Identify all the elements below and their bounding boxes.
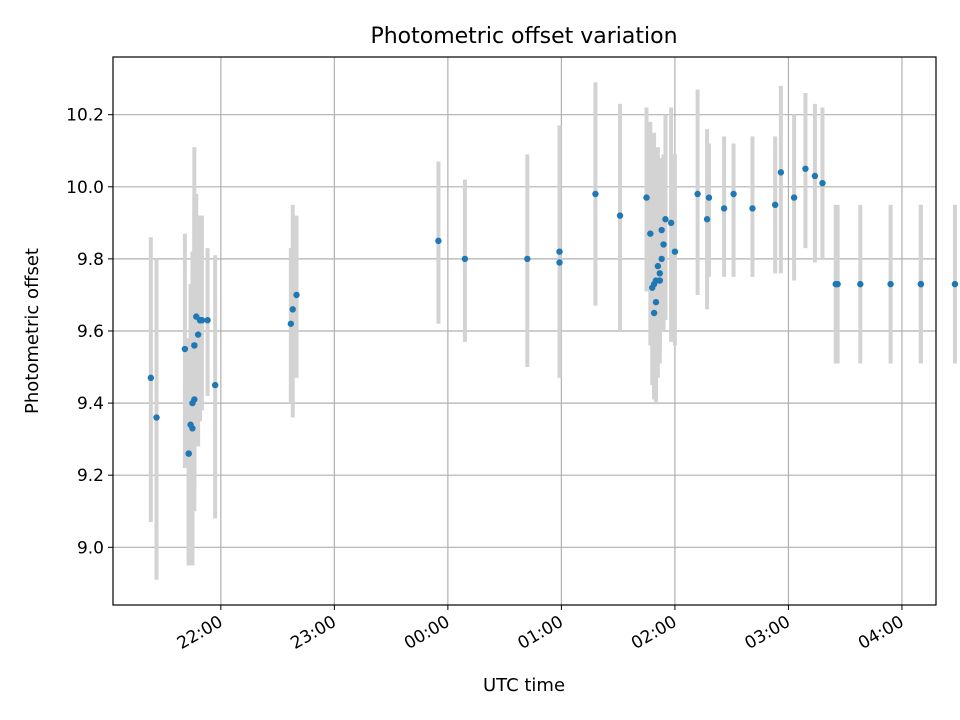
data-point <box>777 169 785 176</box>
data-point <box>556 248 563 255</box>
data-point <box>811 172 819 180</box>
data-point <box>293 291 300 299</box>
data-point <box>720 205 728 212</box>
data-point <box>819 179 826 187</box>
data-point <box>887 280 894 288</box>
data-point <box>181 345 189 353</box>
data-point <box>694 190 701 198</box>
data-point <box>656 270 663 277</box>
data-point <box>771 201 779 209</box>
data-point <box>189 425 196 432</box>
data-point <box>194 331 202 338</box>
y-tick-label: 9.4 <box>77 394 104 414</box>
data-point <box>951 280 959 288</box>
data-points <box>147 165 959 457</box>
data-point <box>556 259 563 266</box>
data-point <box>153 414 160 421</box>
data-point <box>660 241 667 248</box>
x-axis-label: UTC time <box>483 675 565 696</box>
data-point <box>917 280 925 288</box>
chart-title: Photometric offset variation <box>370 24 677 49</box>
data-point <box>524 255 531 263</box>
y-axis-ticks: 9.0 9.2 9.4 9.6 9.8 10.0 10.2 <box>66 106 113 558</box>
y-tick-label: 10.0 <box>66 178 104 198</box>
data-point <box>185 450 192 457</box>
data-point <box>191 342 198 349</box>
data-point <box>857 280 864 288</box>
data-point <box>705 194 713 201</box>
data-point <box>749 205 756 212</box>
y-tick-label: 9.6 <box>77 322 104 342</box>
grid <box>113 57 936 605</box>
data-point <box>147 374 155 382</box>
data-point <box>643 194 650 201</box>
data-point <box>204 316 211 324</box>
data-point <box>461 255 469 263</box>
data-point <box>834 280 841 288</box>
data-point <box>289 306 296 313</box>
data-point <box>592 190 599 198</box>
data-point <box>616 212 624 219</box>
data-point <box>730 190 737 198</box>
data-point <box>790 194 798 201</box>
y-tick-label: 9.2 <box>77 466 104 486</box>
data-point <box>198 316 206 324</box>
data-point <box>654 262 662 270</box>
y-tick-label: 9.0 <box>77 538 104 558</box>
data-point <box>658 255 665 263</box>
data-point <box>656 277 663 284</box>
data-point <box>287 320 295 327</box>
data-point <box>802 165 809 172</box>
data-point <box>662 216 669 223</box>
data-point <box>211 381 219 389</box>
data-point <box>650 309 658 317</box>
data-point <box>671 248 679 255</box>
data-point <box>667 219 675 227</box>
data-point <box>652 298 660 306</box>
data-point <box>191 396 198 403</box>
y-tick-label: 10.2 <box>66 106 104 126</box>
data-point <box>647 230 654 237</box>
y-axis-label: Photometric offset <box>22 248 43 414</box>
data-point <box>435 237 442 245</box>
data-point <box>703 216 711 223</box>
data-point <box>658 226 665 234</box>
y-tick-label: 9.8 <box>77 250 104 270</box>
